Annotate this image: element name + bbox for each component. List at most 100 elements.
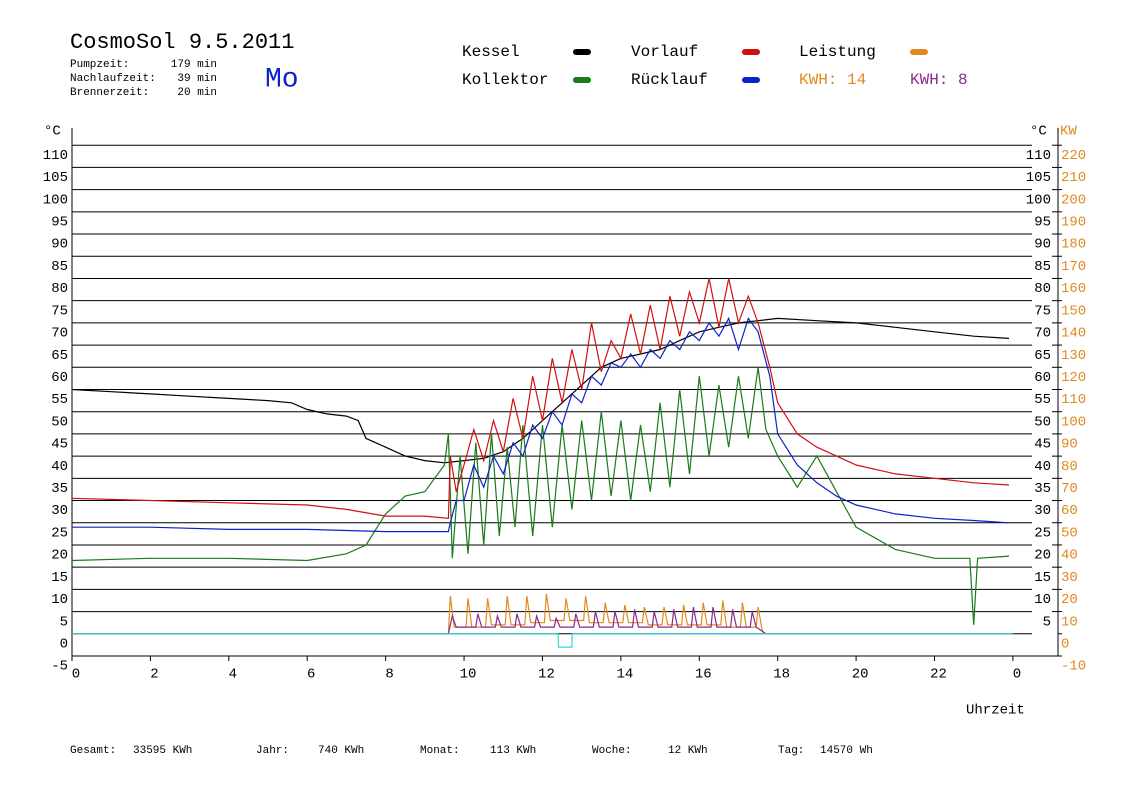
chart-title: CosmoSol 9.5.2011 xyxy=(70,30,294,55)
series-line xyxy=(71,367,1010,625)
y2-tick-label: 180 xyxy=(1061,237,1086,253)
y2-tick-label: 210 xyxy=(1061,170,1086,186)
y2-tick-label: 170 xyxy=(1061,259,1086,275)
legend-label: Rücklauf xyxy=(631,71,708,89)
y-tick-label: 25 xyxy=(51,525,68,541)
y-tick-label-right: 35 xyxy=(1034,481,1051,497)
info-label: Nachlaufzeit: xyxy=(70,73,156,85)
y-tick-label: 60 xyxy=(51,370,68,386)
footer-label: Monat: xyxy=(420,745,460,757)
y2-tick-label: 70 xyxy=(1061,481,1078,497)
y-tick-label-right: 110 xyxy=(1026,148,1051,164)
y-tick-label: 40 xyxy=(51,459,68,475)
x-tick-label: 0 xyxy=(72,667,80,683)
y2-tick-label: 130 xyxy=(1061,348,1086,364)
info-value: 179 min xyxy=(171,59,217,71)
legend-label: Vorlauf xyxy=(631,43,698,61)
y2-tick-label: 120 xyxy=(1061,370,1086,386)
y2-tick-label: 190 xyxy=(1061,215,1086,231)
y2-tick-label: 140 xyxy=(1061,326,1086,342)
y-tick-label: 15 xyxy=(51,570,68,586)
info-label: Brennerzeit: xyxy=(70,87,149,99)
y-tick-label-right: 10 xyxy=(1034,592,1051,608)
y-tick-label-right: 15 xyxy=(1034,570,1051,586)
y-tick-label: 20 xyxy=(51,548,68,564)
y-tick-label: 35 xyxy=(51,481,68,497)
y2-tick-label: 150 xyxy=(1061,303,1086,319)
y2-axis-label: KW xyxy=(1060,124,1077,140)
series-line xyxy=(72,593,1013,635)
y-tick-label-right: 5 xyxy=(1043,614,1051,630)
series-line xyxy=(72,316,1010,533)
y-tick-label: 5 xyxy=(60,614,68,630)
y2-tick-label: 200 xyxy=(1061,192,1086,208)
y-tick-label: 100 xyxy=(43,192,68,208)
series-line xyxy=(72,606,1013,635)
y-tick-label-right: 95 xyxy=(1034,215,1051,231)
y2-tick-label: 40 xyxy=(1061,548,1078,564)
y-tick-label: 90 xyxy=(51,237,68,253)
x-tick-label: 8 xyxy=(385,667,393,683)
footer-label: Woche: xyxy=(592,745,632,757)
y2-tick-label: -10 xyxy=(1061,659,1086,675)
footer-value: 12 KWh xyxy=(668,745,708,757)
y2-tick-label: 10 xyxy=(1061,614,1078,630)
legend-annotation: KWH: 8 xyxy=(910,71,968,89)
footer-value: 33595 KWh xyxy=(133,745,192,757)
y-tick-label-right: 65 xyxy=(1034,348,1051,364)
y-tick-label: 55 xyxy=(51,392,68,408)
y-tick-label-right: 40 xyxy=(1034,459,1051,475)
y-tick-label: 105 xyxy=(43,170,68,186)
y-axis-label-right: °C xyxy=(1030,124,1047,140)
footer-value: 740 KWh xyxy=(318,745,364,757)
y-tick-label: 45 xyxy=(51,437,68,453)
y-tick-label-right: 25 xyxy=(1034,525,1051,541)
y-axis-label: °C xyxy=(44,124,61,140)
y-tick-label: 65 xyxy=(51,348,68,364)
y-tick-label-right: 85 xyxy=(1034,259,1051,275)
y2-tick-label: 80 xyxy=(1061,459,1078,475)
legend-label: Leistung xyxy=(799,43,876,61)
x-tick-label: 10 xyxy=(460,667,477,683)
y-tick-label-right: 100 xyxy=(1026,192,1051,208)
y-tick-label-right: 45 xyxy=(1034,437,1051,453)
x-axis-label: Uhrzeit xyxy=(966,703,1025,719)
x-tick-label: 12 xyxy=(538,667,555,683)
day-label: Mo xyxy=(265,64,299,95)
legend-label: Kollektor xyxy=(462,71,548,89)
y-tick-label: 30 xyxy=(51,503,68,519)
x-tick-label: 14 xyxy=(616,667,633,683)
info-value: 20 min xyxy=(177,87,217,99)
y2-tick-label: 0 xyxy=(1061,636,1069,652)
y2-tick-label: 100 xyxy=(1061,414,1086,430)
y-tick-label: 10 xyxy=(51,592,68,608)
y-tick-label-right: 55 xyxy=(1034,392,1051,408)
series-line xyxy=(71,278,1010,519)
footer-value: 14570 Wh xyxy=(820,745,873,757)
y-tick-label: 95 xyxy=(51,215,68,231)
x-tick-label: 2 xyxy=(150,667,158,683)
x-tick-label: 16 xyxy=(695,667,712,683)
y2-tick-label: 50 xyxy=(1061,525,1078,541)
x-tick-label: 0 xyxy=(1013,667,1021,683)
y-tick-label-right: 105 xyxy=(1026,170,1051,186)
y-tick-label-right: 75 xyxy=(1034,303,1051,319)
y2-tick-label: 220 xyxy=(1061,148,1086,164)
legend-label: Kessel xyxy=(462,43,520,61)
y-tick-label-right: 50 xyxy=(1034,414,1051,430)
y-tick-label: 75 xyxy=(51,303,68,319)
y-tick-label: 110 xyxy=(43,148,68,164)
y2-tick-label: 90 xyxy=(1061,437,1078,453)
y-tick-label-right: 20 xyxy=(1034,548,1051,564)
y-tick-label-right: 30 xyxy=(1034,503,1051,519)
x-tick-label: 4 xyxy=(229,667,237,683)
y2-tick-label: 30 xyxy=(1061,570,1078,586)
y-tick-label-right: 70 xyxy=(1034,326,1051,342)
y2-tick-label: 110 xyxy=(1061,392,1086,408)
series-line xyxy=(72,633,1013,648)
y-tick-label-right: 60 xyxy=(1034,370,1051,386)
x-tick-label: 20 xyxy=(852,667,869,683)
legend-annotation: KWH: 14 xyxy=(799,71,866,89)
